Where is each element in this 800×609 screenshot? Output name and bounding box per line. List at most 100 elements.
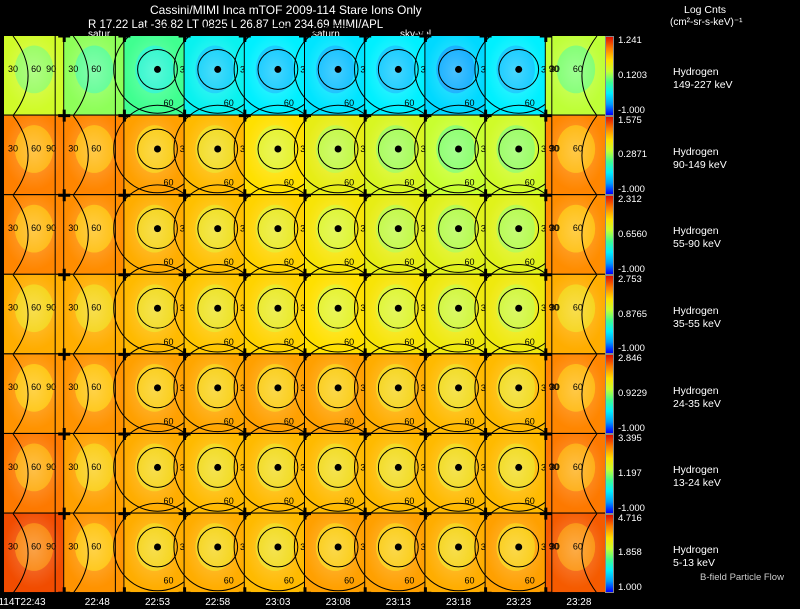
saturn-marker (274, 225, 282, 233)
contour-label: 60 (284, 257, 294, 267)
species-label: Hydrogen 90-149 keV (673, 146, 727, 172)
contour-label: 90 (46, 462, 56, 472)
panel-shade (365, 513, 425, 593)
contour-ring (137, 526, 178, 568)
panel-shade (4, 195, 64, 274)
colorbar-tick-label: 1.575 (618, 114, 642, 126)
contour-label: 60 (31, 64, 41, 74)
saturn-marker (214, 463, 222, 471)
contour-label: 60 (91, 462, 101, 472)
saturn-marker (274, 304, 282, 312)
grid-cross (178, 268, 191, 281)
contour-label: 60 (344, 98, 354, 108)
panel-shade (184, 274, 244, 354)
saturn-marker (394, 463, 402, 471)
contour-label: 30 (8, 541, 18, 551)
contour-label: 60 (465, 416, 475, 426)
contour-label: 90 (549, 303, 559, 313)
contour-label: 60 (465, 98, 475, 108)
time-tick-label: 22:53 (144, 597, 171, 608)
panel-shade (485, 36, 545, 115)
saturn-marker (394, 384, 402, 392)
energy-range: 35-55 keV (673, 318, 721, 331)
contour-label: 30 (8, 382, 18, 392)
contour-ring (498, 128, 540, 170)
grid-cross (238, 189, 251, 202)
contour-ring (257, 128, 299, 170)
contour-label: 60 (344, 178, 354, 188)
contour-label: 60 (465, 337, 475, 347)
saturn-marker (455, 145, 463, 153)
grid-cross (539, 428, 552, 440)
contour-label: 60 (525, 416, 535, 426)
saturn-marker (394, 543, 402, 551)
panel-shade (124, 274, 184, 354)
grid-cross (58, 348, 71, 361)
panel-shade (485, 513, 545, 593)
colorbar-units: Log Cnts (684, 4, 727, 16)
contour-line (581, 35, 598, 116)
grid-cross (419, 268, 432, 281)
panel-shade (244, 274, 304, 354)
grid-cross (419, 30, 432, 42)
saturn-marker (515, 145, 523, 153)
contour-ring (257, 367, 299, 409)
grid-cross (58, 30, 71, 42)
colorbar-tick-label: 1.000 (618, 582, 642, 594)
contour-label: 60 (525, 257, 535, 267)
contour-label: 90 (549, 462, 559, 472)
panel-shade (545, 354, 605, 433)
contour-ring (377, 447, 419, 488)
panel-shade (425, 195, 485, 274)
contour-label: 60 (284, 337, 294, 347)
time-tick-label: 23:28 (566, 597, 592, 608)
time-tick-label: 23:03 (265, 597, 291, 608)
panel-shade (124, 195, 184, 274)
contour-label: 30 (550, 462, 560, 472)
contour-line (12, 274, 29, 355)
image-panel: 30 60 90 (4, 274, 64, 355)
image-panel: 30 60 90 (4, 513, 64, 594)
saturn-marker (214, 384, 222, 392)
image-panel: 30 60 90 (545, 513, 605, 594)
contour-ring (498, 526, 540, 568)
panel-shade (305, 195, 365, 274)
panel-shade (485, 115, 545, 195)
contour-line (72, 354, 89, 435)
saturn-marker (154, 225, 162, 233)
grid-cross (178, 587, 191, 600)
energy-range: 149-227 keV (673, 79, 733, 92)
contour-line (581, 194, 598, 276)
panel-shade (425, 434, 485, 513)
panel-shade (64, 434, 124, 513)
contour-label: 60 (465, 576, 475, 586)
panel-shade (365, 36, 425, 115)
grid-cross (118, 268, 131, 281)
saturn-marker (334, 304, 342, 312)
grid-cross (419, 189, 432, 202)
saturn-marker (274, 145, 282, 153)
grid-cross (539, 109, 552, 122)
panel-shade (4, 36, 64, 115)
saturn-marker (455, 543, 463, 551)
panel-shade (305, 513, 365, 593)
contour-label: 60 (31, 541, 41, 551)
saturn-marker (154, 65, 162, 73)
panel-shade (425, 274, 485, 354)
contour-ring (137, 367, 178, 409)
panel-shade (545, 36, 605, 115)
panel-shade (545, 195, 605, 274)
panel-shade (545, 434, 605, 513)
contour-label: 30 (8, 462, 18, 472)
saturn-marker (334, 65, 342, 73)
colorbar-tick-label: 1.197 (618, 467, 642, 479)
contour-label: 60 (164, 416, 174, 426)
